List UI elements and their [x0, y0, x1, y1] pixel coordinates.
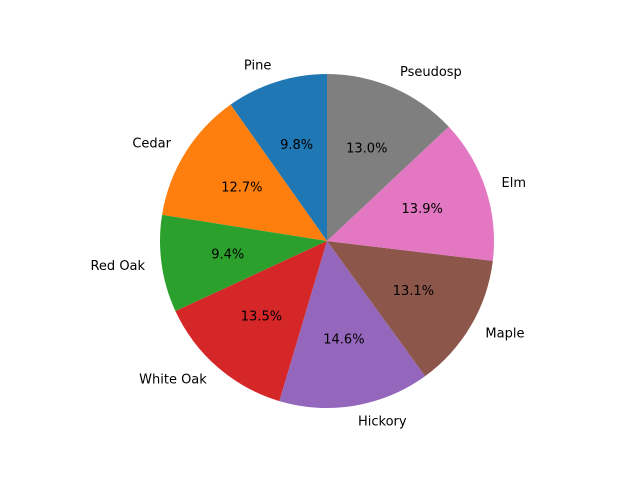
category-label: Elm — [502, 176, 527, 191]
category-label: Hickory — [358, 415, 407, 430]
percentage-label: 9.4% — [211, 247, 244, 262]
category-label: White Oak — [139, 372, 207, 387]
percentage-label: 13.9% — [402, 202, 443, 217]
category-label: Maple — [485, 327, 524, 342]
pie-slice-pine — [230, 74, 327, 241]
percentage-label: 9.8% — [280, 138, 313, 153]
pie-slices — [160, 74, 494, 408]
category-label: Cedar — [132, 137, 171, 152]
category-label: Pine — [244, 58, 271, 73]
pie-slice-pseudosp — [327, 74, 449, 241]
pie-slice-white-oak — [175, 241, 327, 402]
category-label: Red Oak — [90, 259, 145, 274]
pie-slice-cedar — [162, 104, 327, 241]
category-label: Pseudosp — [400, 65, 462, 80]
pie-slice-elm — [327, 126, 494, 261]
percentage-label: 13.1% — [393, 284, 434, 299]
percentage-label: 14.6% — [323, 332, 364, 347]
percentage-label: 13.5% — [241, 309, 282, 324]
percentage-label: 13.0% — [346, 142, 387, 157]
pie-slice-red-oak — [160, 214, 327, 312]
pie-slice-maple — [327, 241, 493, 377]
pie-slice-hickory — [279, 241, 426, 408]
percentage-label: 12.7% — [221, 181, 262, 196]
pie-labels: Pine 9.8% Cedar 12.7% Red Oak 9.4% White Oak 13… — [90, 58, 526, 429]
